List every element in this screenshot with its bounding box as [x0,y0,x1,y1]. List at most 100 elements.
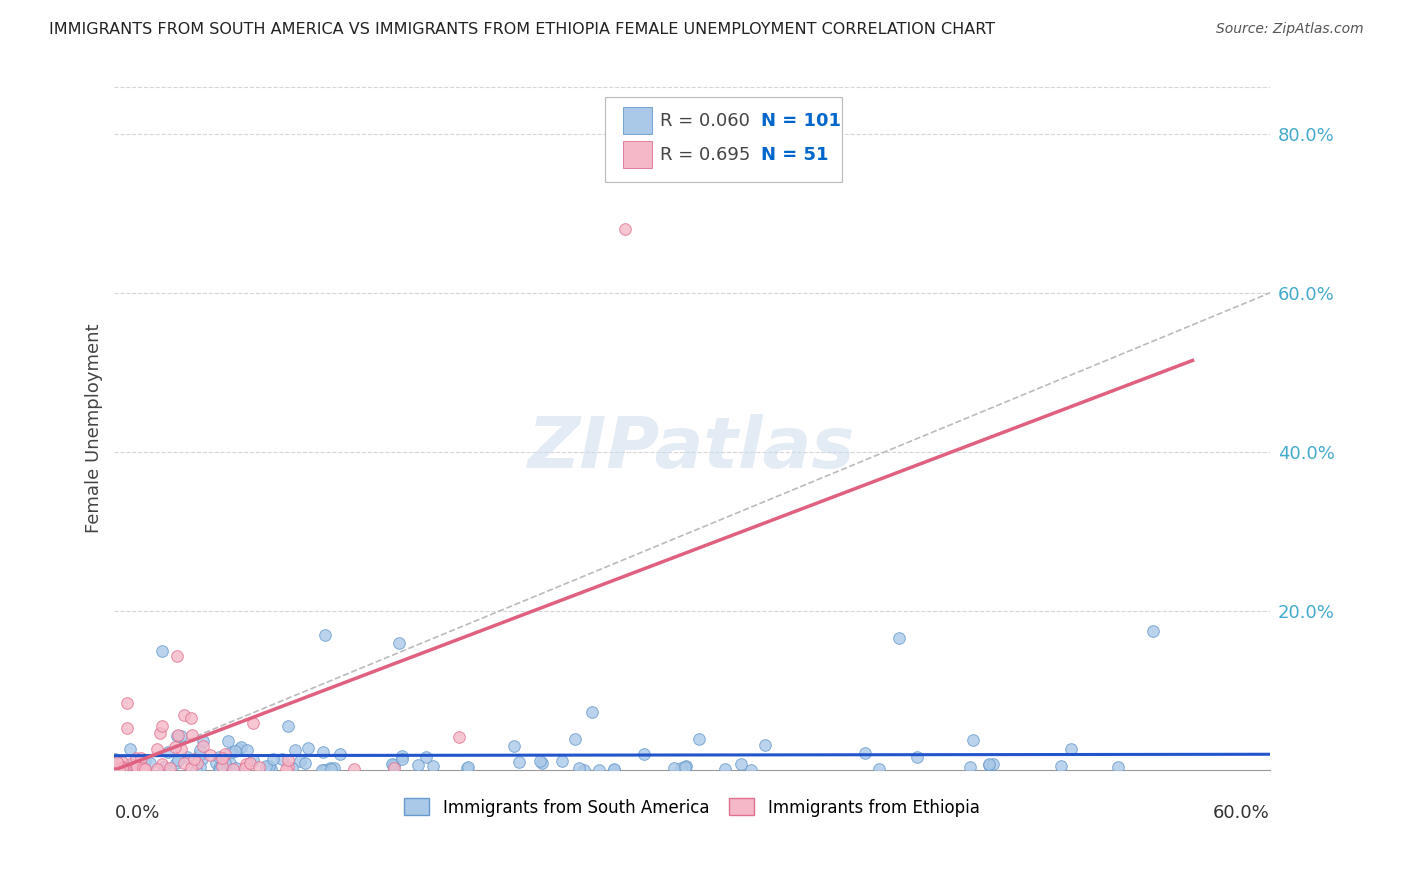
Point [105,755,128,769]
Point [277,719,299,733]
Point [211,759,233,773]
Point [260,762,283,776]
Point [314,763,336,777]
Point [730,757,752,772]
Point [415,749,437,764]
Point [449,730,471,744]
Point [208,761,231,775]
Point [675,759,697,773]
Point [224,744,246,758]
Point [322,761,344,775]
Point [294,756,316,770]
Text: R = 0.695: R = 0.695 [659,145,749,164]
Point [633,747,655,761]
Point [288,754,311,768]
Point [188,743,211,757]
Point [887,631,910,645]
Point [107,756,129,770]
Point [129,751,152,765]
Legend: Immigrants from South America, Immigrants from Ethiopia: Immigrants from South America, Immigrant… [398,792,986,823]
Point [209,763,232,777]
Point [191,752,214,766]
Point [422,759,444,773]
Point [254,759,277,773]
Point [907,750,929,764]
Point [181,728,204,742]
Point [222,762,245,776]
FancyBboxPatch shape [623,141,651,169]
Point [125,758,148,772]
Point [149,726,172,740]
Point [242,715,264,730]
Point [214,747,236,761]
Point [314,628,336,642]
FancyBboxPatch shape [606,96,842,182]
Point [170,729,193,743]
Point [111,755,134,769]
Point [740,763,762,777]
Point [270,752,292,766]
Point [139,756,162,770]
Point [530,756,553,771]
Point [193,739,215,753]
Text: R = 0.060: R = 0.060 [659,112,749,129]
Point [391,748,413,763]
Point [551,754,574,768]
Point [262,752,284,766]
Point [121,757,143,772]
Point [318,761,340,775]
Point [173,708,195,723]
Point [581,705,603,719]
Point [152,760,174,774]
Point [184,763,207,777]
Point [233,761,256,775]
Point [115,721,138,735]
Y-axis label: Female Unemployment: Female Unemployment [86,324,103,533]
Point [163,740,186,755]
Point [247,760,270,774]
Point [343,762,366,776]
Text: Source: ZipAtlas.com: Source: ZipAtlas.com [1216,22,1364,37]
Point [406,758,429,772]
Text: 0.0%: 0.0% [114,805,160,822]
Point [204,756,226,771]
Point [111,760,134,774]
Point [120,763,142,777]
Point [1049,759,1071,773]
Point [173,756,195,770]
Point [134,754,156,768]
Point [150,644,173,658]
Point [382,758,405,772]
Point [381,757,404,772]
Point [688,732,710,747]
Point [277,753,299,767]
Point [145,762,167,776]
Point [529,754,551,768]
Point [311,763,333,777]
Point [281,761,304,775]
Point [214,756,236,770]
Point [979,757,1001,772]
Point [508,755,530,769]
Point [229,739,252,754]
Point [1060,742,1083,756]
Text: ZIPatlas: ZIPatlas [529,414,856,483]
Point [671,762,693,776]
Point [180,711,202,725]
Point [167,754,190,768]
Point [186,756,208,771]
Point [191,734,214,748]
Point [217,734,239,748]
Point [120,756,142,771]
Point [981,757,1004,772]
Point [568,761,591,775]
Text: IMMIGRANTS FROM SOUTH AMERICA VS IMMIGRANTS FROM ETHIOPIA FEMALE UNEMPLOYMENT CO: IMMIGRANTS FROM SOUTH AMERICA VS IMMIGRA… [49,22,995,37]
Text: N = 51: N = 51 [761,145,828,164]
Point [277,760,299,774]
Point [146,742,169,756]
Point [588,763,610,777]
Text: N = 101: N = 101 [761,112,841,129]
Point [381,756,404,771]
Point [108,760,131,774]
Point [962,733,984,747]
